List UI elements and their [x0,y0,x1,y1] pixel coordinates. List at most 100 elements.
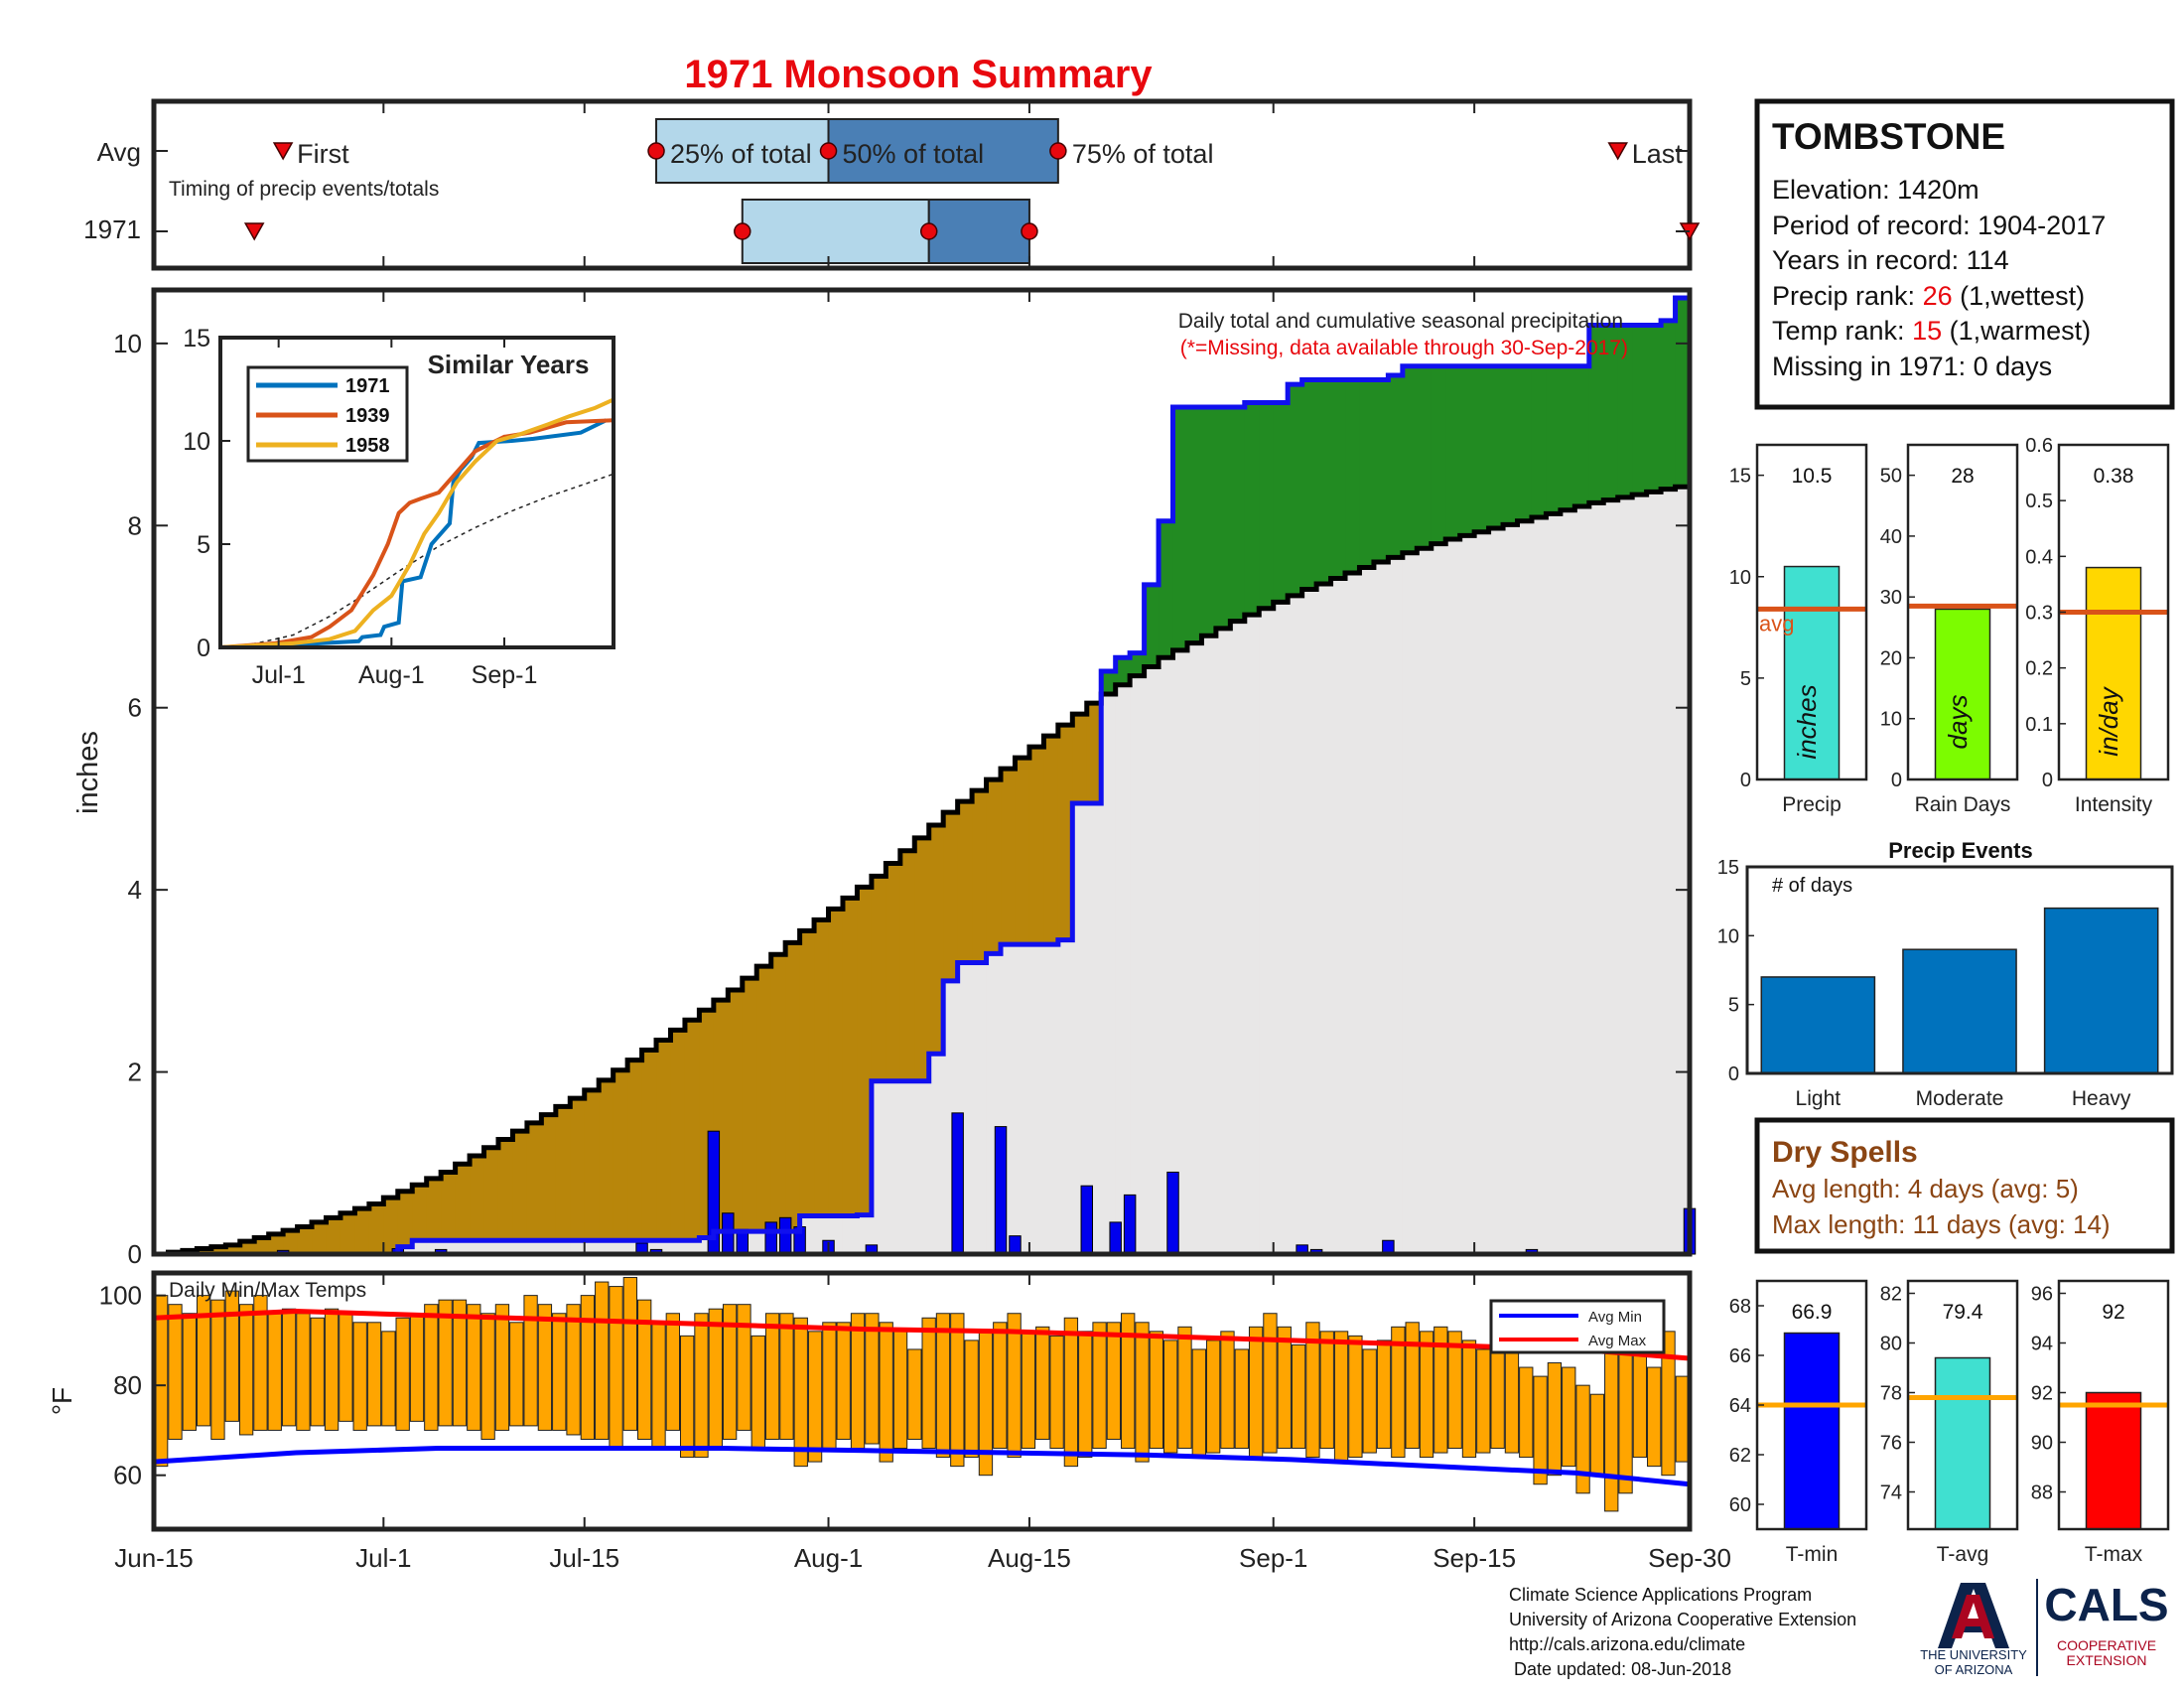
temp-range-bar [1519,1366,1534,1459]
events-title: Precip Events [1888,838,2033,863]
stat-bar-panel-precip: 0 5 10 15 10.5 Precip inches avg [1729,443,1868,816]
below-average-fill [641,1050,657,1241]
station-period: Period of record: 1904-2017 [1772,211,2106,240]
below-average-fill [340,1212,356,1254]
cals-sub2: EXTENSION [2067,1652,2147,1668]
daily-precip-bar [951,1112,964,1255]
main-ytick-label: 6 [128,693,142,723]
stat-plot-frame [1906,1279,2019,1531]
cumulative-base-fill [397,1246,413,1254]
temp-range-bar [1163,1340,1178,1454]
stat-bar-precip [1783,565,1841,780]
temp-range-bar [622,1277,638,1431]
temp-range-bar [679,1335,695,1459]
stat-axis-label: Intensity [2075,793,2153,816]
stat-ytick-label: 96 [2031,1284,2053,1306]
temp-range-bar [224,1290,239,1422]
temp-range-bar [1547,1362,1563,1477]
timing-avg-p50-marker [819,142,838,160]
stat-plot-frame [1906,443,2019,781]
stat-ytick-label: 62 [1729,1445,1751,1467]
below-average-fill [555,1106,571,1241]
above-average-fill [1546,365,1562,514]
temp-range-bar [281,1308,297,1427]
stat-bar-rain-days [1934,608,1991,780]
below-average-fill [670,1030,686,1241]
last-label: Last [1632,139,1684,169]
cumulative-base-fill [1531,517,1548,1254]
cumulative-base-fill [871,1080,887,1254]
timing-year-first-marker [243,222,265,241]
above-average-fill [1159,520,1174,658]
stat-ytick-label: 60 [1729,1494,1751,1516]
above-average-fill [1388,374,1404,558]
below-average-fill [225,1244,241,1254]
below-average-fill [627,1059,643,1241]
above-average-fill [1244,402,1260,616]
above-average-fill [1101,671,1117,694]
stat-ytick-label: 0.2 [2025,658,2053,680]
stat-bar-intensity [2085,566,2142,780]
cumulative-base-fill [857,1214,873,1254]
footer-line-3: http://cals.arizona.edu/climate [1509,1634,1745,1654]
cumulative-base-fill [1646,492,1662,1254]
above-average-fill [1201,407,1217,636]
above-average-fill [1531,365,1548,518]
pct25-label: 25% of total [670,139,812,169]
temp-range-bar [737,1304,751,1431]
inset-legend-label-1971: 1971 [345,375,390,397]
cumulative-base-fill [1431,543,1446,1254]
legend-avg-max-label: Avg Max [1588,1333,1647,1349]
temp-range-bar [1589,1393,1605,1477]
cumulative-base-fill [1632,494,1648,1254]
below-average-fill [283,1230,299,1254]
temp-range-bar [1575,1384,1590,1494]
temp-range-bar [438,1299,453,1427]
timing-year-p25-marker [734,222,751,240]
below-average-fill [326,1217,341,1254]
below-average-fill [1028,747,1044,945]
stat-ytick-label: 40 [1880,526,1902,548]
cals-sub1: COOPERATIVE [2057,1637,2156,1653]
below-average-fill [441,1172,457,1241]
below-average-fill [210,1246,226,1254]
avg-max-line [153,1308,1691,1361]
cumulative-base-fill [497,1240,514,1254]
temp-range-bar [1333,1331,1349,1463]
timing-year-q2-box [927,199,1030,264]
below-average-fill [842,898,859,1216]
above-average-fill [1373,379,1389,562]
above-average-fill [1474,365,1490,532]
below-average-fill [1072,714,1088,804]
temp-range-bar [1021,1331,1036,1450]
temp-range-bar [793,1317,808,1468]
temp-range-bar [253,1295,268,1431]
below-average-fill [914,837,930,1081]
above-average-fill [1617,325,1633,497]
below-average-fill [742,978,757,1232]
temp-range-bar [210,1299,225,1440]
station-name: TOMBSTONE [1772,116,2005,157]
above-average-fill [1186,407,1203,643]
temp-range-bar [1647,1366,1662,1468]
timing-avg-p75-marker [1049,142,1067,160]
cumulative-base-fill [1345,572,1361,1254]
temp-range-bar [523,1295,538,1427]
cumulative-base-fill [599,1240,614,1254]
event-ytick-label: 0 [1728,1063,1739,1085]
below-average-fill [871,876,887,1081]
below-average-fill [455,1164,471,1241]
timing-avg-p25-marker [647,142,665,160]
cumulative-base-fill [512,1240,528,1254]
below-average-fill [684,1020,701,1241]
main-ytick-label: 4 [128,875,142,905]
temp-range-bar [1632,1340,1648,1459]
stat-ytick-label: 66 [1729,1345,1751,1367]
xtick-label: Sep-15 [1433,1543,1516,1573]
stat-value-label: 92 [2102,1301,2124,1324]
timing-row-year-label: 1971 [83,214,141,244]
stat-plot-frame [2057,1279,2170,1531]
stat-bar-panel-intensity: 0 0.1 0.2 0.3 0.4 0.5 0.6 0.38 Intensity in/day [2025,435,2170,816]
above-average-fill [1588,325,1604,503]
